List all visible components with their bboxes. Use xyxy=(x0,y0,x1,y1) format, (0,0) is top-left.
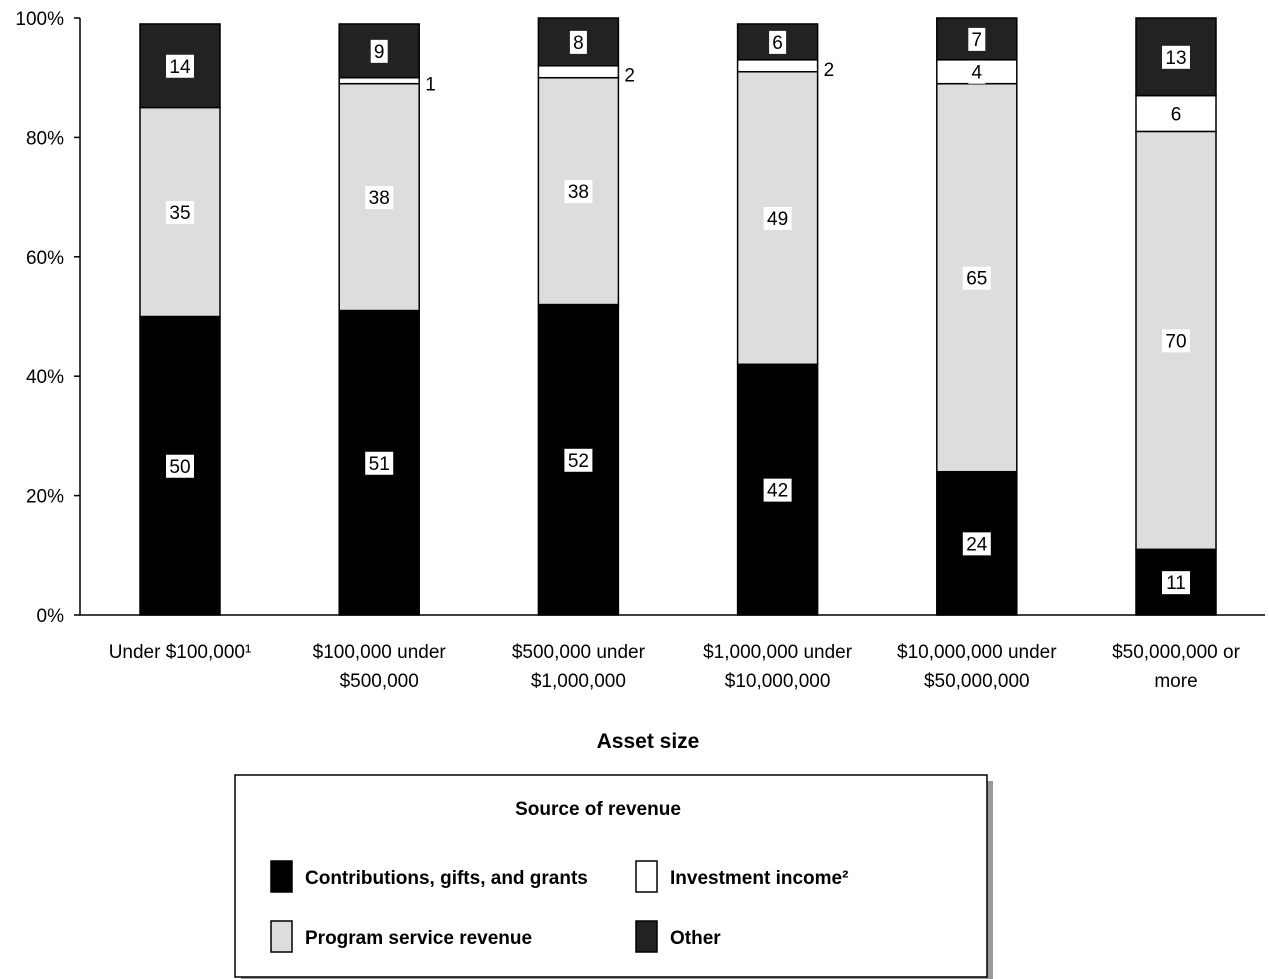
data-label: 11 xyxy=(1166,573,1186,594)
data-label: 50 xyxy=(169,457,190,478)
data-label: 35 xyxy=(169,203,190,224)
data-labels: 50 35 14 51 38 1 9 52 38 2 8 42 49 2 6 24 65 4 7 11 70 6 13 xyxy=(166,27,1190,595)
data-label-bg xyxy=(962,532,991,556)
data-label-bg xyxy=(1167,102,1185,126)
y-tick-label: 40% xyxy=(26,367,64,388)
data-label: 42 xyxy=(767,481,788,502)
data-label: 49 xyxy=(767,209,788,230)
legend-label: Contributions, gifts, and grants xyxy=(305,868,588,889)
data-label: 2 xyxy=(824,60,835,81)
y-tick-label: 60% xyxy=(26,248,64,269)
data-label-bg xyxy=(564,180,593,204)
bar-segment xyxy=(736,59,819,73)
x-category-label: Under $100,000¹ xyxy=(109,642,252,663)
bar-segment xyxy=(338,76,420,85)
data-label-bg xyxy=(1162,571,1190,595)
data-label: 7 xyxy=(972,30,983,51)
legend-swatch xyxy=(270,860,293,893)
legend-label: Investment income² xyxy=(670,868,848,889)
bars xyxy=(139,17,1217,616)
data-label-bg xyxy=(968,27,986,51)
data-label: 70 xyxy=(1165,331,1186,352)
data-label: 6 xyxy=(1171,105,1182,126)
data-label: 65 xyxy=(966,269,987,290)
data-label: 8 xyxy=(573,33,584,54)
data-label: 9 xyxy=(374,42,385,63)
data-label-bg xyxy=(962,266,991,290)
data-label-bg xyxy=(769,30,787,54)
data-label-bg xyxy=(166,54,194,78)
data-label-bg xyxy=(1162,45,1190,69)
data-label: 1 xyxy=(425,75,436,96)
data-label-bg xyxy=(1162,329,1190,353)
data-label-bg xyxy=(564,448,593,472)
axes: 0% 20% 40% 60% 80% 100% xyxy=(15,9,1265,627)
x-category-label: $500,000 under $1,000,000 xyxy=(512,642,646,692)
y-tick-label: 80% xyxy=(26,128,64,149)
data-label-bg xyxy=(763,206,792,230)
data-label-bg xyxy=(365,451,394,475)
x-category-label: $10,000,000 under $50,000,000 xyxy=(897,642,1057,692)
data-label: 24 xyxy=(966,534,988,555)
x-category-label: $50,000,000 or more xyxy=(1112,642,1241,692)
data-label-bg xyxy=(370,39,388,63)
data-label: 2 xyxy=(624,66,635,87)
data-label: 14 xyxy=(169,57,191,78)
data-label-bg xyxy=(763,478,792,502)
x-category-labels: Under $100,000¹ $100,000 under $500,000 $50… xyxy=(109,642,1241,692)
data-label-bg xyxy=(166,201,194,225)
x-axis-title: Asset size xyxy=(597,730,700,753)
data-label: 4 xyxy=(972,63,983,84)
y-tick-label: 20% xyxy=(26,487,64,508)
legend-swatch xyxy=(635,920,658,953)
x-category-label: $1,000,000 under $10,000,000 xyxy=(703,642,853,692)
x-category-label: $100,000 under $500,000 xyxy=(313,642,447,692)
data-label: 6 xyxy=(772,33,783,54)
bar-segment xyxy=(537,65,620,79)
data-label-bg xyxy=(166,454,194,478)
legend-swatch xyxy=(635,860,658,893)
data-label: 38 xyxy=(369,188,390,209)
data-label-bg xyxy=(365,186,394,210)
data-label-bg xyxy=(968,60,986,84)
data-label: 52 xyxy=(568,451,589,472)
legend-swatch xyxy=(270,920,293,953)
legend-label: Program service revenue xyxy=(305,928,532,949)
y-tick-label: 0% xyxy=(37,606,65,627)
legend-label: Other xyxy=(670,928,721,949)
legend: Source of revenue Contributions, gifts, … xyxy=(234,774,993,979)
legend-title: Source of revenue xyxy=(515,799,681,820)
data-label: 13 xyxy=(1165,48,1186,69)
legend-box xyxy=(234,774,988,978)
data-label-bg xyxy=(569,30,587,54)
y-tick-label: 100% xyxy=(15,9,64,30)
data-label: 38 xyxy=(568,182,589,203)
data-label: 51 xyxy=(369,454,390,475)
